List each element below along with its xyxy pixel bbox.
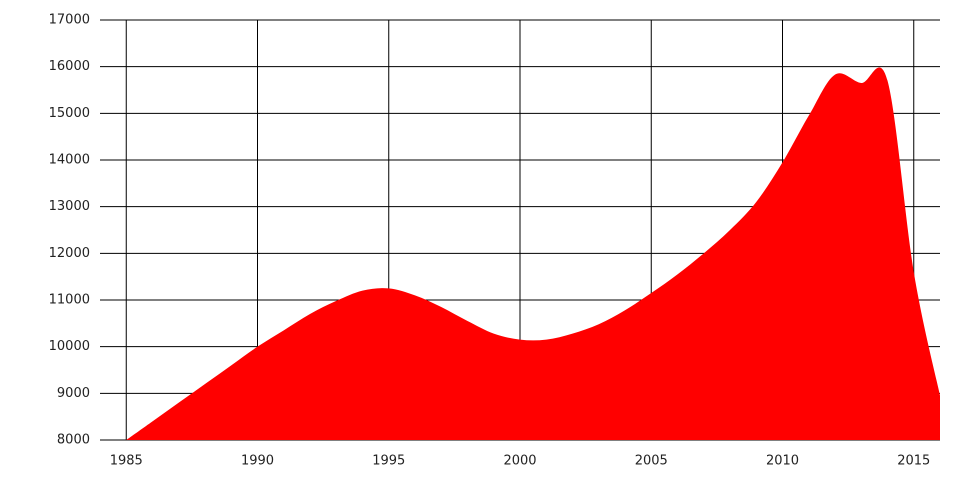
x-tick-label: 2010 bbox=[766, 454, 799, 469]
y-tick-label: 17000 bbox=[49, 13, 90, 28]
y-tick-label: 10000 bbox=[49, 339, 90, 354]
y-tick-label: 13000 bbox=[49, 199, 90, 214]
y-tick-label: 14000 bbox=[49, 153, 90, 168]
y-tick-label: 12000 bbox=[49, 246, 90, 261]
x-tick-label: 1990 bbox=[241, 454, 274, 469]
area bbox=[126, 67, 940, 440]
x-tick-label: 2005 bbox=[635, 454, 668, 469]
y-tick-label: 16000 bbox=[49, 59, 90, 74]
y-tick-label: 9000 bbox=[57, 386, 90, 401]
y-tick-label: 15000 bbox=[49, 106, 90, 121]
y-tick-label: 8000 bbox=[57, 433, 90, 448]
x-tick-label: 2015 bbox=[897, 454, 930, 469]
x-tick-label: 1985 bbox=[110, 454, 143, 469]
x-tick-label: 1995 bbox=[372, 454, 405, 469]
y-tick-label: 11000 bbox=[49, 293, 90, 308]
x-tick-label: 2000 bbox=[503, 454, 536, 469]
